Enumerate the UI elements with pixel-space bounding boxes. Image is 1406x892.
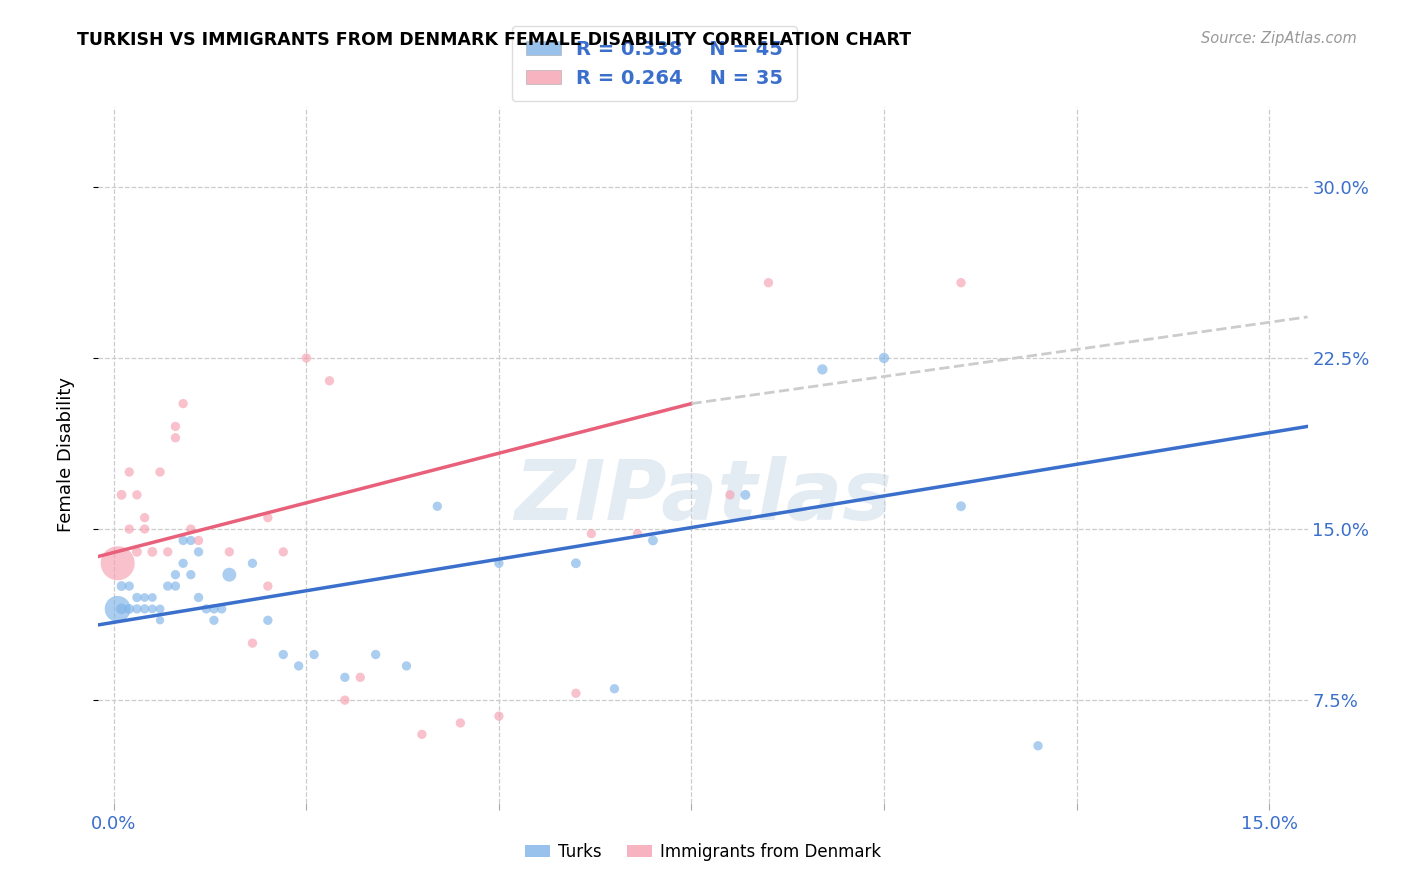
Point bbox=[758, 276, 780, 290]
Point bbox=[118, 522, 141, 536]
Point bbox=[110, 602, 132, 616]
Point bbox=[581, 526, 603, 541]
Point bbox=[118, 602, 141, 616]
Point bbox=[242, 556, 264, 570]
Point bbox=[565, 686, 588, 700]
Point bbox=[302, 648, 325, 662]
Point bbox=[172, 556, 194, 570]
Point bbox=[125, 488, 148, 502]
Point bbox=[1026, 739, 1049, 753]
Point bbox=[165, 431, 187, 445]
Point bbox=[411, 727, 433, 741]
Point bbox=[603, 681, 626, 696]
Point bbox=[125, 602, 148, 616]
Point bbox=[734, 488, 756, 502]
Point bbox=[149, 465, 172, 479]
Text: Source: ZipAtlas.com: Source: ZipAtlas.com bbox=[1201, 31, 1357, 46]
Point bbox=[211, 602, 233, 616]
Point bbox=[187, 591, 209, 605]
Point bbox=[565, 556, 588, 570]
Y-axis label: Female Disability: Female Disability bbox=[56, 377, 75, 533]
Point bbox=[333, 693, 356, 707]
Point bbox=[165, 579, 187, 593]
Point bbox=[141, 591, 163, 605]
Point bbox=[873, 351, 896, 365]
Point bbox=[626, 526, 648, 541]
Point bbox=[134, 522, 156, 536]
Point bbox=[165, 419, 187, 434]
Point bbox=[149, 602, 172, 616]
Text: ZIPatlas: ZIPatlas bbox=[515, 456, 891, 537]
Point bbox=[271, 648, 294, 662]
Point bbox=[318, 374, 340, 388]
Point bbox=[257, 579, 280, 593]
Point bbox=[125, 591, 148, 605]
Point bbox=[950, 276, 973, 290]
Point bbox=[110, 579, 132, 593]
Legend: R = 0.338    N = 45, R = 0.264    N = 35: R = 0.338 N = 45, R = 0.264 N = 35 bbox=[512, 26, 797, 102]
Point bbox=[257, 510, 280, 524]
Point bbox=[118, 465, 141, 479]
Point bbox=[349, 670, 371, 684]
Point bbox=[180, 567, 202, 582]
Point bbox=[156, 579, 179, 593]
Point bbox=[195, 602, 218, 616]
Point bbox=[187, 545, 209, 559]
Point bbox=[187, 533, 209, 548]
Point bbox=[134, 510, 156, 524]
Point bbox=[110, 488, 132, 502]
Point bbox=[641, 533, 664, 548]
Point bbox=[107, 602, 129, 616]
Point bbox=[118, 579, 141, 593]
Point bbox=[149, 613, 172, 627]
Point bbox=[165, 567, 187, 582]
Point bbox=[295, 351, 318, 365]
Point bbox=[134, 591, 156, 605]
Point bbox=[202, 602, 225, 616]
Point bbox=[125, 545, 148, 559]
Point bbox=[811, 362, 834, 376]
Point bbox=[488, 709, 510, 723]
Point bbox=[426, 500, 449, 514]
Point bbox=[141, 602, 163, 616]
Point bbox=[180, 522, 202, 536]
Point bbox=[950, 500, 973, 514]
Point bbox=[488, 556, 510, 570]
Point bbox=[718, 488, 741, 502]
Point bbox=[364, 648, 387, 662]
Point bbox=[242, 636, 264, 650]
Point bbox=[134, 602, 156, 616]
Point bbox=[218, 545, 240, 559]
Point bbox=[141, 545, 163, 559]
Legend: Turks, Immigrants from Denmark: Turks, Immigrants from Denmark bbox=[519, 837, 887, 868]
Point bbox=[257, 613, 280, 627]
Point bbox=[172, 396, 194, 410]
Text: TURKISH VS IMMIGRANTS FROM DENMARK FEMALE DISABILITY CORRELATION CHART: TURKISH VS IMMIGRANTS FROM DENMARK FEMAL… bbox=[77, 31, 911, 49]
Point bbox=[287, 659, 309, 673]
Point bbox=[333, 670, 356, 684]
Point bbox=[271, 545, 294, 559]
Point bbox=[107, 556, 129, 570]
Point bbox=[202, 613, 225, 627]
Point bbox=[180, 533, 202, 548]
Point bbox=[156, 545, 179, 559]
Point bbox=[218, 567, 240, 582]
Point bbox=[449, 715, 471, 730]
Point bbox=[395, 659, 418, 673]
Point bbox=[172, 533, 194, 548]
